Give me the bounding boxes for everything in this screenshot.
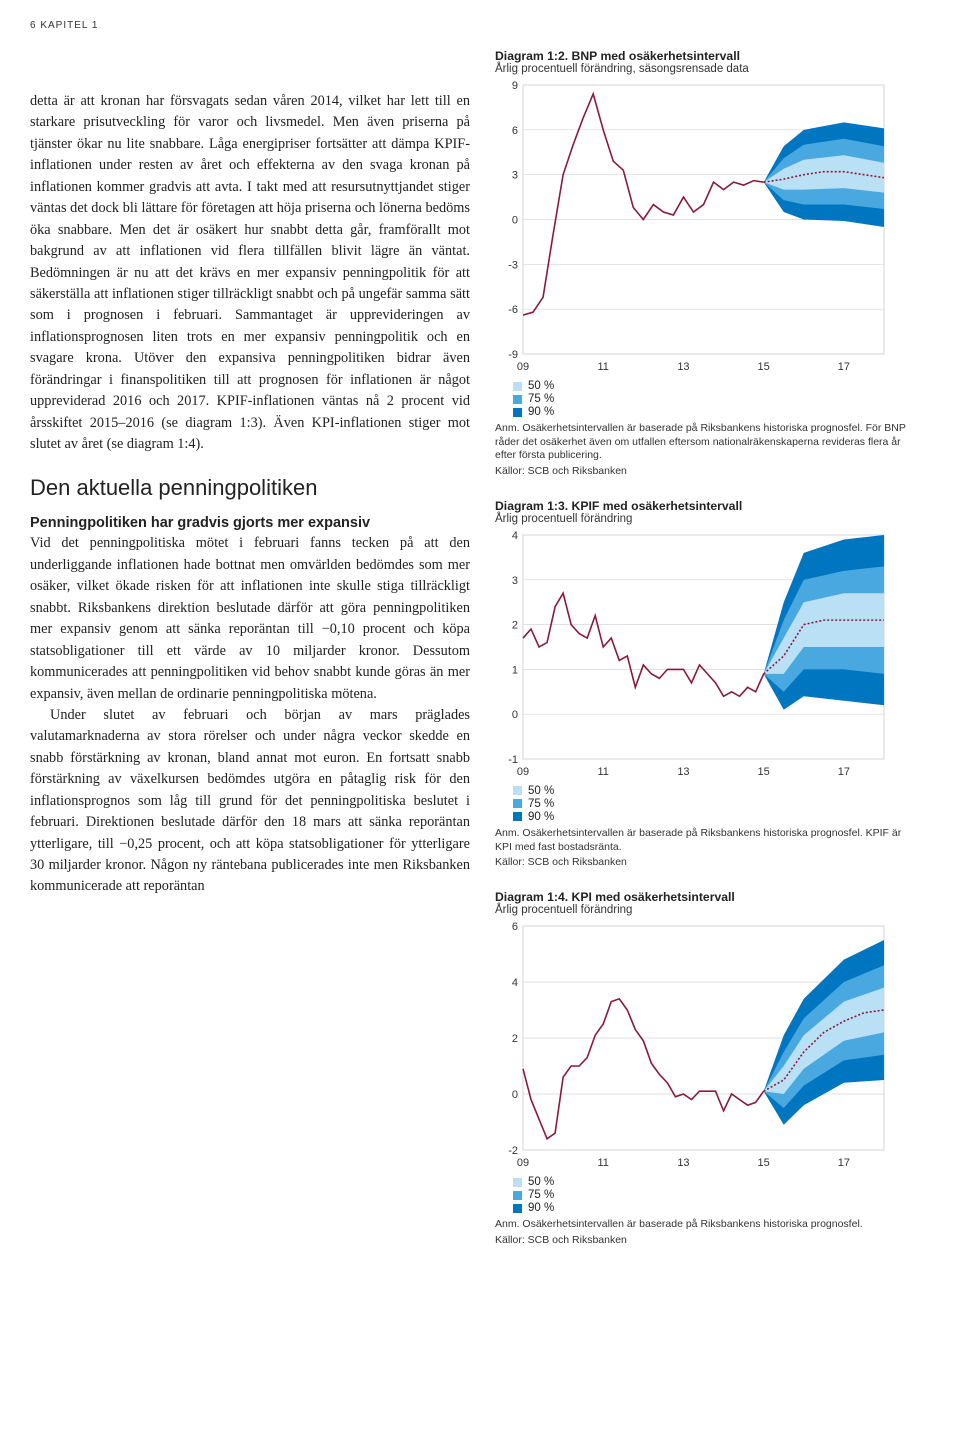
svg-text:15: 15 [758, 1157, 770, 1169]
legend-label: 90 % [528, 406, 554, 418]
paragraph-1: detta är att kronan har försvagats sedan… [30, 91, 470, 455]
svg-text:11: 11 [598, 361, 609, 373]
body-text-block-1: detta är att kronan har försvagats sedan… [30, 91, 470, 455]
svg-text:13: 13 [677, 361, 689, 373]
svg-text:0: 0 [512, 709, 518, 721]
legend-item: 50 % [513, 785, 915, 797]
legend-swatch [513, 408, 522, 417]
legend-label: 50 % [528, 380, 554, 392]
legend-item: 75 % [513, 393, 915, 405]
left-column: detta är att kronan har försvagats sedan… [30, 49, 470, 1268]
legend-swatch [513, 395, 522, 404]
section-title: Den aktuella penningpolitiken [30, 475, 470, 501]
svg-text:-9: -9 [508, 349, 518, 361]
svg-text:0: 0 [512, 215, 518, 227]
chart-1-svg: -9 -6 -3 0 3 6 9 09 11 13 15 17 [495, 79, 890, 374]
chart-2-svg: -1 0 1 2 3 4 09 11 13 15 17 [495, 529, 890, 779]
chart-3-note: Anm. Osäkerhetsintervallen är baserade p… [495, 1218, 915, 1232]
svg-text:13: 13 [677, 1157, 689, 1169]
chart-3-legend: 50 %75 %90 % [513, 1176, 915, 1214]
legend-label: 50 % [528, 1176, 554, 1188]
svg-text:0: 0 [512, 1089, 518, 1101]
legend-label: 75 % [528, 1189, 554, 1201]
svg-text:13: 13 [677, 766, 689, 778]
chart-1-title: Diagram 1:2. BNP med osäkerhetsintervall [495, 49, 915, 63]
legend-swatch [513, 382, 522, 391]
svg-text:09: 09 [517, 1157, 529, 1169]
legend-item: 75 % [513, 1189, 915, 1201]
chart-1-block: Diagram 1:2. BNP med osäkerhetsintervall… [495, 49, 915, 477]
chart-1-legend: 50 %75 %90 % [513, 380, 915, 418]
svg-text:17: 17 [838, 766, 850, 778]
svg-text:6: 6 [512, 921, 518, 933]
legend-item: 50 % [513, 380, 915, 392]
legend-item: 90 % [513, 406, 915, 418]
legend-item: 90 % [513, 811, 915, 823]
svg-text:3: 3 [512, 170, 518, 182]
svg-text:9: 9 [512, 80, 518, 92]
legend-label: 75 % [528, 798, 554, 810]
paragraph-3: Under slutet av februari och början av m… [30, 705, 470, 898]
chart-1-note: Anm. Osäkerhetsintervallen är baserade p… [495, 422, 915, 463]
svg-text:11: 11 [598, 766, 609, 778]
svg-text:1: 1 [512, 664, 518, 676]
body-text-block-2: Vid det penningpolitiska mötet i februar… [30, 533, 470, 897]
svg-text:2: 2 [512, 620, 518, 632]
svg-text:15: 15 [758, 361, 770, 373]
chart-2-title: Diagram 1:3. KPIF med osäkerhetsinterval… [495, 499, 915, 513]
svg-text:4: 4 [512, 530, 518, 542]
svg-text:4: 4 [512, 977, 518, 989]
paragraph-2: Vid det penningpolitiska mötet i februar… [30, 533, 470, 705]
svg-text:17: 17 [838, 1157, 850, 1169]
svg-text:-6: -6 [508, 304, 518, 316]
svg-text:09: 09 [517, 361, 529, 373]
chart-2-subtitle: Årlig procentuell förändring [495, 513, 915, 525]
legend-swatch [513, 1204, 522, 1213]
chart-3-subtitle: Årlig procentuell förändring [495, 904, 915, 916]
svg-text:-1: -1 [508, 754, 518, 766]
svg-text:2: 2 [512, 1033, 518, 1045]
subsection-title: Penningpolitiken har gradvis gjorts mer … [30, 515, 470, 531]
chart-1-subtitle: Årlig procentuell förändring, säsongsren… [495, 63, 915, 75]
legend-item: 50 % [513, 1176, 915, 1188]
svg-text:-2: -2 [508, 1145, 518, 1157]
svg-text:15: 15 [758, 766, 770, 778]
legend-item: 75 % [513, 798, 915, 810]
chart-3-title: Diagram 1:4. KPI med osäkerhetsintervall [495, 890, 915, 904]
chart-2-block: Diagram 1:3. KPIF med osäkerhetsinterval… [495, 499, 915, 868]
chart-1-source: Källor: SCB och Riksbanken [495, 465, 915, 477]
legend-swatch [513, 786, 522, 795]
chart-2-legend: 50 %75 %90 % [513, 785, 915, 823]
svg-text:17: 17 [838, 361, 850, 373]
right-column: Diagram 1:2. BNP med osäkerhetsintervall… [495, 49, 915, 1268]
svg-text:11: 11 [598, 1157, 609, 1169]
legend-label: 75 % [528, 393, 554, 405]
svg-text:09: 09 [517, 766, 529, 778]
svg-text:3: 3 [512, 575, 518, 587]
chart-2-source: Källor: SCB och Riksbanken [495, 856, 915, 868]
legend-label: 90 % [528, 1202, 554, 1214]
page-header: 6 KAPITEL 1 [30, 20, 930, 31]
main-content: detta är att kronan har försvagats sedan… [30, 49, 930, 1268]
legend-item: 90 % [513, 1202, 915, 1214]
chart-3-svg: -2 0 2 4 6 09 11 13 15 17 [495, 920, 890, 1170]
legend-swatch [513, 1191, 522, 1200]
legend-label: 50 % [528, 785, 554, 797]
legend-swatch [513, 812, 522, 821]
svg-text:-3: -3 [508, 259, 518, 271]
svg-text:6: 6 [512, 125, 518, 137]
chart-3-source: Källor: SCB och Riksbanken [495, 1234, 915, 1246]
chart-3-block: Diagram 1:4. KPI med osäkerhetsintervall… [495, 890, 915, 1246]
legend-label: 90 % [528, 811, 554, 823]
legend-swatch [513, 1178, 522, 1187]
legend-swatch [513, 799, 522, 808]
chart-2-note: Anm. Osäkerhetsintervallen är baserade p… [495, 827, 915, 854]
